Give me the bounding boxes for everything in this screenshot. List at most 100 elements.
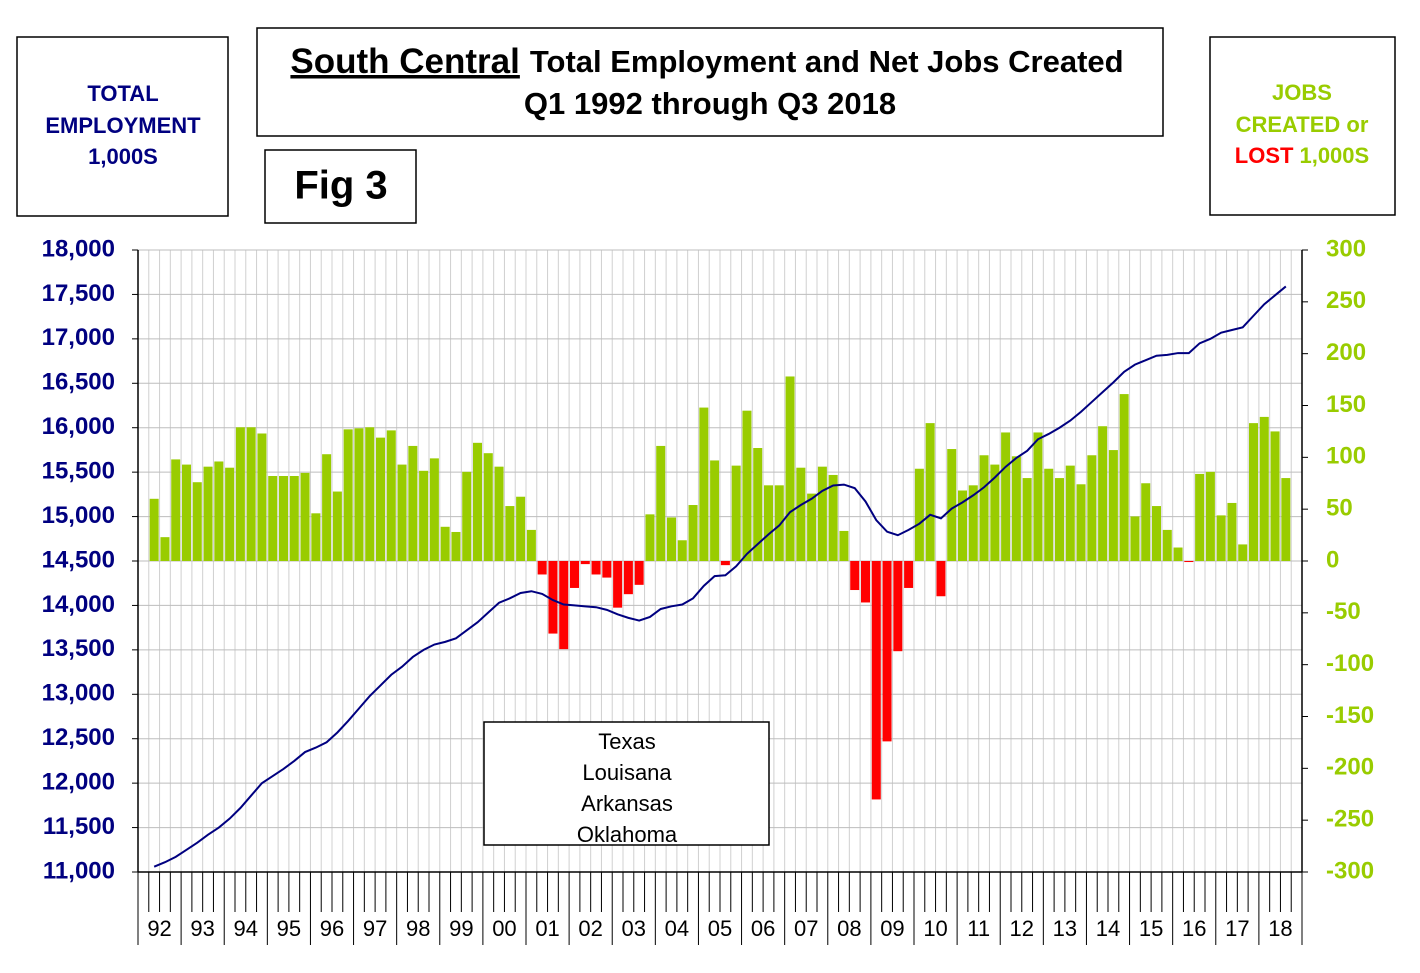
bar [1195,473,1205,561]
figure-label: Fig 3 [294,164,387,208]
y2-tick-label: 150 [1326,391,1366,418]
bar [1184,561,1194,563]
bar [203,466,213,561]
bar [1152,506,1161,561]
bar [807,493,817,561]
x-tick-label: 92 [147,916,171,941]
x-tick-label: 16 [1182,916,1206,941]
y-tick-label: 12,000 [42,768,115,795]
bar [817,466,827,561]
bar [925,423,935,561]
bar [1216,515,1226,561]
y2-tick-label: 100 [1326,443,1366,470]
state-name: Louisana [582,760,672,785]
y2-tick-label: 250 [1326,287,1366,314]
state-name: Oklahoma [577,822,678,847]
plot-area: 11,000 11,500 12,000 12,500 13,000 13,500 14,0… [42,235,1374,945]
x-tick-label: 18 [1268,916,1292,941]
bar [354,428,364,561]
bar [570,561,579,588]
y-tick-label: 11,000 [43,857,115,884]
right-axis-label: CREATED or [1236,112,1369,137]
left-axis-label: EMPLOYMENT [45,113,201,138]
bar [1108,450,1118,561]
bar [268,475,278,561]
state-list: Texas Louisana Arkansas Oklahoma [577,729,678,847]
y2-tick-label: -150 [1326,702,1374,729]
y-tick-label: 15,500 [42,457,115,484]
bar [753,448,763,561]
y-tick-label: 14,000 [42,591,115,618]
bar [667,517,676,561]
bar [483,453,493,561]
bar [548,561,558,634]
x-tick-label: 07 [794,916,818,941]
y-tick-label: 13,500 [42,635,115,662]
bar [1238,544,1248,561]
bar [225,467,235,561]
bar [1098,426,1108,561]
y-tick-label: 14,500 [42,546,115,573]
bar [376,437,385,561]
bar [828,474,838,561]
y-tick-label: 16,000 [42,413,115,440]
bar [386,430,396,561]
bar [990,464,1000,561]
bar [861,561,870,603]
bar [1001,432,1011,561]
bar [182,464,191,561]
bar [731,465,741,561]
bar [1011,456,1021,561]
chart-subtitle: Q1 1992 through Q3 2018 [524,86,896,121]
bar [149,498,159,561]
y-tick-label: 17,000 [42,324,115,351]
x-tick-label: 14 [1096,916,1120,941]
bar [235,427,245,561]
bar [850,561,860,591]
bar [1130,516,1140,561]
bar [462,471,472,561]
bar [785,376,795,561]
bar [160,537,170,561]
x-tick-label: 09 [880,916,904,941]
bar [343,429,353,561]
y2-tick-label: -50 [1326,598,1361,625]
bar [1162,529,1172,561]
bar [979,455,989,561]
bar [332,491,342,561]
bar [613,561,623,608]
bar [656,445,666,561]
bar [580,561,590,565]
bar [774,485,784,561]
bar [1022,478,1032,561]
bar [742,410,752,561]
bar [688,505,698,561]
right-label-box [1209,36,1396,216]
x-tick-label: 95 [277,916,301,941]
right-axis-label: LOST 1,000S [1235,143,1369,168]
bar [1065,465,1075,561]
y2-tick-label: -300 [1326,857,1374,884]
bar [279,475,288,561]
x-tick-label: 96 [320,916,344,941]
bar [634,561,644,585]
bar [311,513,321,561]
bar [192,482,202,561]
left-axis-label: 1,000S [88,144,158,169]
x-tick-label: 93 [190,916,214,941]
bar [171,459,181,561]
bar [764,485,773,561]
x-tick-label: 99 [449,916,473,941]
state-box: Texas Louisana Arkansas Oklahoma [483,721,770,847]
bar [699,407,709,561]
x-tick-label: 12 [1010,916,1034,941]
x-tick-label: 10 [923,916,947,941]
y2-tick-label: -200 [1326,754,1374,781]
bar [1259,416,1269,561]
bar [429,458,439,561]
bar [1055,478,1064,561]
bar [419,470,429,561]
bar [1119,394,1129,561]
left-axis-label: TOTAL [87,81,158,106]
